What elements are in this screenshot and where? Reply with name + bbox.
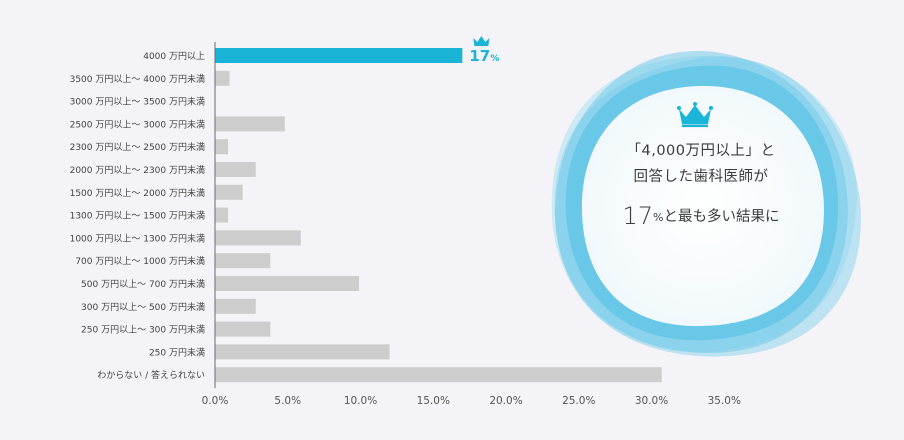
x-tick-label-3: 15.0% [417,395,450,407]
bar-13 [215,344,390,360]
callout-text: 「4,000万円以上」と 回答した歯科医師が 17%と最も多い結果に [586,138,816,230]
x-tick-label-2: 10.0% [344,395,377,407]
category-label-13: 250 万円未満 [149,346,205,358]
bar-8 [215,230,301,246]
category-label-3: 2500 万円以上～ 3000 万円未満 [70,118,205,130]
highlight-annotation: 17% [469,36,499,65]
category-label-6: 1500 万円以上～ 2000 万円未満 [70,187,205,199]
highlight-value-unit: % [490,54,499,64]
category-label-7: 1300 万円以上～ 1500 万円未満 [70,210,205,222]
bar-12 [215,321,271,337]
callout-line-2: 回答した歯科医師が [633,169,769,185]
x-tick-label-7: 35.0% [708,395,741,407]
bar-11 [215,298,256,314]
category-label-10: 500 万円以上～ 700 万円未満 [81,278,205,290]
category-label-9: 700 万円以上～ 1000 万円未満 [75,255,205,267]
callout-line-3-rest: と最も多い結果に [663,209,780,225]
x-tick-label-5: 25.0% [562,395,595,407]
bar-10 [215,276,360,291]
crown-icon [677,102,713,128]
category-label-2: 3000 万円以上～ 3500 万円未満 [70,96,205,108]
callout-percent: % [653,211,664,224]
category-label-4: 2300 万円以上～ 2500 万円未満 [70,141,205,153]
bar-7 [215,207,229,223]
category-label-12: 250 万円以上～ 300 万円未満 [81,324,205,336]
bar-0 [215,48,463,63]
x-tick-label-4: 20.0% [489,395,522,407]
bars-group [215,48,662,383]
category-label-14: わからない / 答えられない [97,369,205,381]
bar-14 [215,367,662,383]
callout-big-number: 17 [622,202,654,230]
bar-1 [215,70,230,86]
x-tick-label-6: 30.0% [635,395,668,407]
category-label-8: 1000 万円以上～ 1300 万円未満 [70,232,205,244]
category-label-11: 300 万円以上～ 500 万円未満 [81,301,205,313]
bar-9 [215,253,271,269]
x-tick-labels: 0.0% 5.0% 10.0% 15.0% 20.0% 25.0% 30.0% 35.0% [202,395,741,407]
category-label-1: 3500 万円以上～ 4000 万円未満 [70,73,205,85]
x-tick-label-1: 5.0% [274,395,301,407]
callout-line-3: 17%と最も多い結果に [586,202,816,230]
bar-3 [215,116,285,132]
bar-6 [215,184,243,200]
category-label-5: 2000 万円以上～ 2300 万円未満 [70,164,205,176]
bar-4 [215,139,229,155]
small-crown-icon [473,36,490,46]
callout-line-1: 「4,000万円以上」と [626,143,776,159]
bar-5 [215,162,256,177]
x-tick-label-0: 0.0% [202,395,229,407]
category-labels: 4000 万円以上 3500 万円以上～ 4000 万円未満 3000 万円以上～ … [70,51,205,381]
callout-blob [551,51,861,357]
highlight-value-label: 17 [469,47,490,65]
category-label-0: 4000 万円以上 [143,51,205,62]
